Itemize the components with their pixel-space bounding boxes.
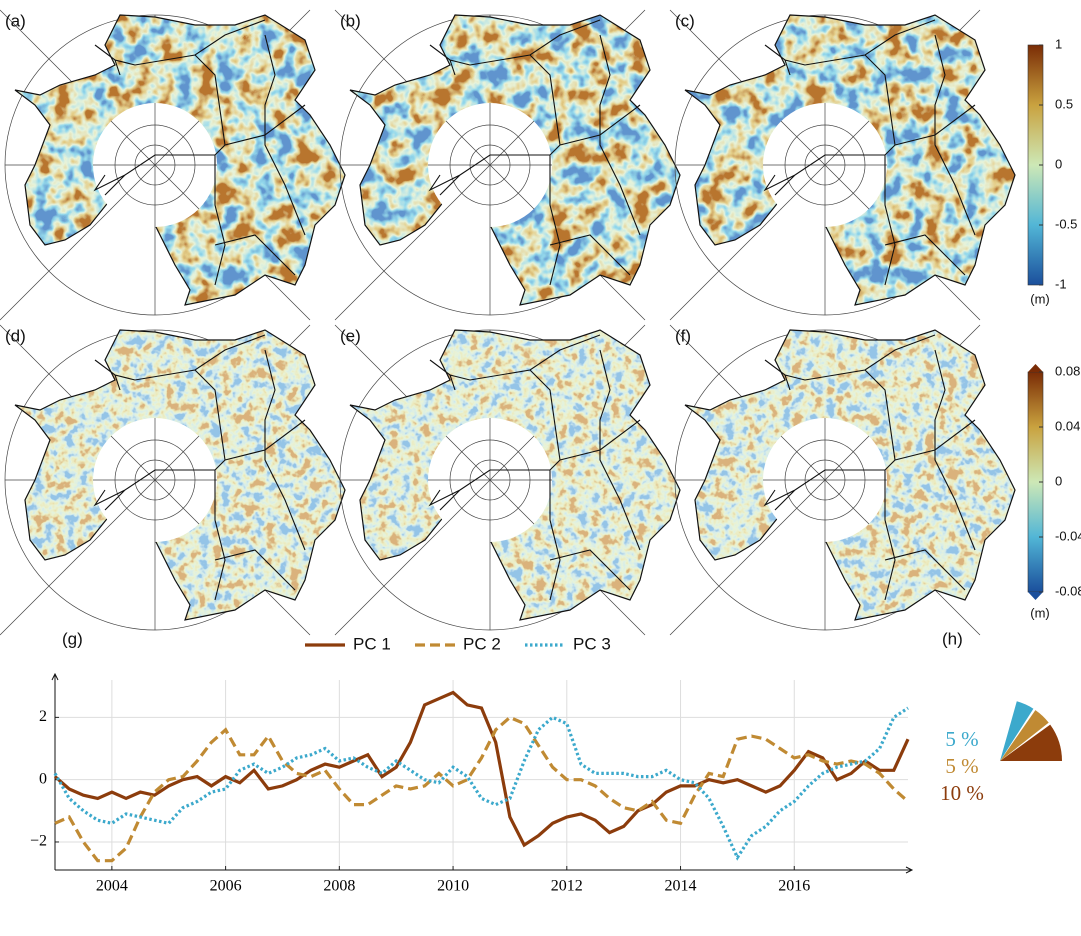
colorbar-unit: (m)	[1030, 291, 1050, 306]
colorbar-cap	[1028, 592, 1043, 600]
x-tick-label: 2016	[778, 878, 810, 895]
map-panel	[335, 320, 690, 635]
x-tick-label: 2010	[437, 878, 469, 895]
x-axis	[55, 867, 912, 873]
x-tick-label: 2012	[551, 878, 583, 895]
x-tick-label: 2004	[96, 878, 128, 895]
colorbar-tick-label: -0.04	[1055, 528, 1081, 543]
panel-label: (b)	[340, 11, 361, 30]
y-tick-label: −2	[30, 833, 47, 850]
map-panel	[0, 5, 355, 320]
y-axis	[52, 674, 58, 870]
graticule-inner	[93, 103, 217, 227]
colorbar-tick-label: 1	[1055, 36, 1062, 51]
x-tick-label: 2006	[210, 878, 242, 895]
map-panel	[670, 5, 1025, 320]
map-panel	[335, 5, 690, 320]
graticule-inner	[93, 418, 217, 542]
series-line	[55, 717, 908, 860]
colorbar-tick-label: 0.5	[1055, 96, 1073, 111]
y-tick-label: 2	[39, 708, 47, 725]
panel-label: (f)	[675, 326, 691, 345]
graticule-inner	[428, 103, 552, 227]
colorbar-cap	[1028, 364, 1043, 372]
panel-label: (c)	[675, 11, 695, 30]
x-tick-label: 2008	[323, 878, 355, 895]
colorbar-tick-label: 0	[1055, 156, 1062, 171]
colorbar-tick-label: 0.04	[1055, 418, 1080, 433]
panel-label: (a)	[5, 11, 26, 30]
panel-label: (d)	[5, 326, 26, 345]
pie-label: 10 %	[940, 781, 984, 805]
graticule-inner	[763, 103, 887, 227]
colorbar-tick-label: 0	[1055, 473, 1062, 488]
map-panel	[670, 320, 1025, 635]
series-line	[55, 693, 908, 846]
pie-label: 5 %	[945, 754, 978, 778]
legend-label: PC 3	[573, 634, 611, 653]
colorbar-tick-label: -0.08	[1055, 583, 1081, 598]
colorbar-tick-label: 0.08	[1055, 363, 1080, 378]
pie-label: 5 %	[945, 727, 978, 751]
colorbar-tick-label: -0.5	[1055, 216, 1077, 231]
series-line	[55, 708, 908, 858]
map-panel	[0, 320, 355, 635]
legend-label: PC 2	[463, 634, 501, 653]
y-tick-label: 0	[39, 770, 47, 787]
legend-label: PC 1	[353, 634, 391, 653]
graticule-inner	[763, 418, 887, 542]
chart-title: (g)	[62, 629, 83, 648]
colorbar-unit: (m)	[1030, 605, 1050, 620]
figure: (a) (b) (c) (d) (e) (f) -1 -0.5 0 0.5 1 (m) -0.08 -0.…	[0, 0, 1081, 931]
page: {"panels": ["(a)", "(b)", "(c)", "(d)", …	[0, 0, 1081, 936]
graticule-inner	[428, 418, 552, 542]
colorbar-tick-label: -1	[1055, 276, 1067, 291]
panel-label: (e)	[340, 326, 361, 345]
x-tick-label: 2014	[665, 878, 697, 895]
chart-title: (h)	[942, 629, 963, 648]
